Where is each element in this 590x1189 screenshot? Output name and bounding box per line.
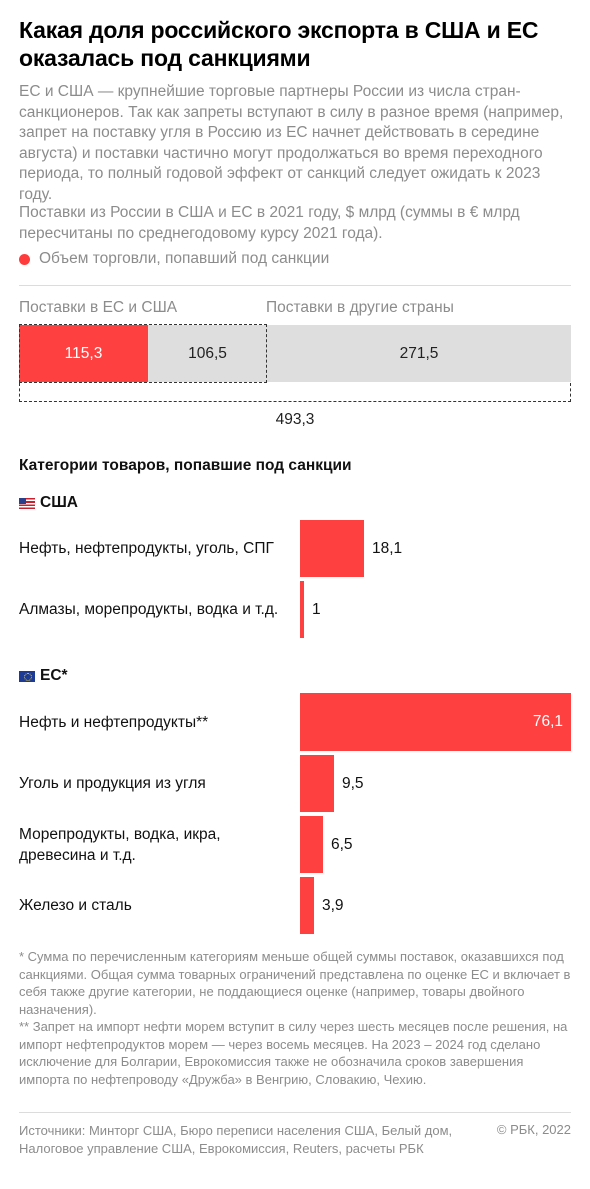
category-value-label: 9,5 [342,774,364,792]
region-label-usa: США [40,494,78,511]
category-label: Нефть и нефтепродукты** [19,713,209,731]
chart-subtitle: Поставки из России в США и ЕС в 2021 год… [19,204,520,242]
category-label: Нефть, нефтепродукты, уголь, СПГ [19,540,274,557]
eu-flag-icon [19,670,35,682]
legend-swatch [19,253,30,265]
category-bar [300,520,364,577]
trade-segment-label: 106,5 [188,344,227,362]
category-value-label: 76,1 [532,713,563,730]
us-flag-icon [19,497,35,509]
total-bracket [19,383,571,402]
legend: Объем торговли, попавший под санкции [19,250,329,268]
group-label-eu-us: Поставки в ЕС и США [19,299,178,316]
trade-segment-3: 271,5 [267,325,571,382]
trade-segment-label: 115,3 [64,344,103,362]
category-value-label: 3,9 [322,896,344,914]
category-value-label: 6,5 [331,835,353,853]
region-label-eu: ЕС* [40,667,68,684]
category-label: Алмазы, морепродукты, водка и т.д. [19,601,279,618]
chart-title: Какая доля российского экспорта в США и … [19,17,539,71]
region-header-eu: ЕС* [19,667,68,685]
total-value-label: 493,3 [275,411,315,428]
legend-label: Объем торговли, попавший под санкции [39,250,330,267]
sources-text: Источники: Минторг США, Бюро переписи на… [19,1123,453,1156]
category-label: Уголь и продукция из угля [19,775,206,792]
category-value-label: 1 [312,600,321,618]
category-label: Железо и сталь [19,897,132,914]
intro-text: ЕС и США — крупнейшие торговые партнеры … [19,83,564,203]
divider [19,1112,571,1113]
category-value-label: 18,1 [372,539,403,557]
category-bar [300,581,304,638]
region-header-usa: США [19,494,78,512]
trade-segment-1: 115,3 [19,325,148,382]
category-label: Морепродукты, водка, икра, древесина и т… [19,825,221,864]
divider [19,285,571,286]
copyright: © РБК, 2022 [496,1122,571,1137]
footnote-1: * Сумма по перечисленным категориям мень… [19,949,571,1017]
categories-title: Категории товаров, попавшие под санкции [19,457,352,474]
trade-segment-label: 271,5 [399,344,439,362]
group-label-other: Поставки в другие страны [266,299,454,316]
footnote-2: ** Запрет на импорт нефти морем вступит … [19,1019,568,1087]
trade-segment-2: 106,5 [148,325,267,382]
category-bar [300,816,323,873]
category-bar [300,693,571,751]
footnotes: * Сумма по перечисленным категориям мень… [19,948,574,1088]
category-bar [300,755,334,812]
category-bar [300,877,314,934]
